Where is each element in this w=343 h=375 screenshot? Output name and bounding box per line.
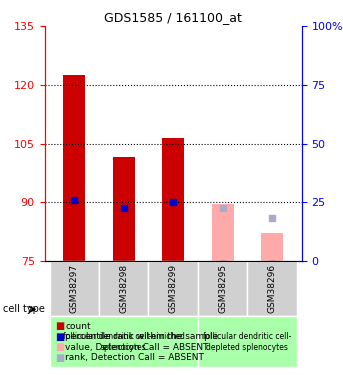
FancyBboxPatch shape <box>149 261 198 316</box>
Text: follicular dendritic cell-
depleted splenocytes: follicular dendritic cell- depleted sple… <box>203 332 292 352</box>
FancyBboxPatch shape <box>198 261 247 316</box>
Text: ■: ■ <box>55 353 64 363</box>
FancyBboxPatch shape <box>247 261 297 316</box>
Text: value, Detection Call = ABSENT: value, Detection Call = ABSENT <box>65 343 209 352</box>
FancyBboxPatch shape <box>198 316 297 368</box>
Text: ■: ■ <box>55 321 64 331</box>
Text: rank, Detection Call = ABSENT: rank, Detection Call = ABSENT <box>65 353 204 362</box>
FancyBboxPatch shape <box>49 261 99 316</box>
Text: GSM38296: GSM38296 <box>268 264 277 313</box>
Text: GSM38295: GSM38295 <box>218 264 227 313</box>
Text: count: count <box>65 322 91 331</box>
Text: percentile rank within the sample: percentile rank within the sample <box>65 332 218 341</box>
Bar <box>113 157 135 261</box>
Text: GSM38298: GSM38298 <box>119 264 128 313</box>
Text: ■: ■ <box>55 332 64 342</box>
Bar <box>261 234 283 261</box>
FancyBboxPatch shape <box>49 316 198 368</box>
Bar <box>162 138 184 261</box>
Text: follicular dendritic cell-enriched
splenocytes: follicular dendritic cell-enriched splen… <box>63 332 185 352</box>
Text: cell type: cell type <box>3 304 45 314</box>
Text: ■: ■ <box>55 342 64 352</box>
Text: GSM38297: GSM38297 <box>70 264 79 313</box>
Bar <box>63 75 85 261</box>
FancyBboxPatch shape <box>99 261 149 316</box>
Text: GSM38299: GSM38299 <box>169 264 178 313</box>
Title: GDS1585 / 161100_at: GDS1585 / 161100_at <box>104 11 242 24</box>
Bar <box>212 204 234 261</box>
